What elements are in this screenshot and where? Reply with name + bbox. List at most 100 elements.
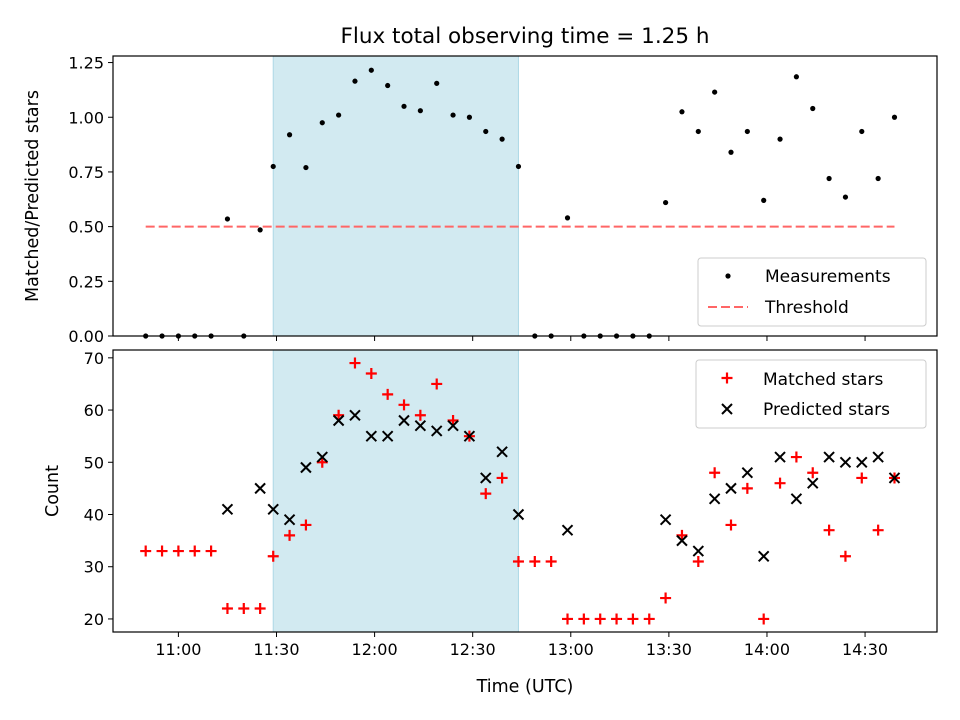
legend-predicted-marker [721,403,733,415]
x-axis-label: Time (UTC) [476,677,574,697]
matched-star-point [611,613,623,625]
predicted-star-point [283,514,296,526]
measurement-point [712,89,718,95]
predicted-star-point [561,524,574,536]
bottom-xtick-label: 13:00 [548,640,594,659]
measurement-point [564,215,571,221]
measurement-point [728,149,734,155]
legend-label-matched: Matched stars [763,370,883,390]
bottom-xtick-label: 11:30 [253,640,299,659]
top-ytick-label: 0.50 [68,218,104,237]
bottom-y-axis-label: Count [43,465,63,517]
top-ytick-label: 1.00 [68,108,104,127]
measurement-point [270,163,276,170]
predicted-star-point [496,446,508,458]
predicted-star-point [839,456,852,468]
measurement-point [466,114,473,120]
predicted-star-point [790,493,803,505]
measurement-point [401,103,407,109]
predicted-star-point [447,420,459,432]
predicted-star-point [267,503,279,515]
matched-star-point [300,519,312,531]
matched-star-point [512,556,524,567]
measurement-point [483,128,489,135]
predicted-star-point [512,508,525,521]
bottom-ytick-label: 20 [84,610,104,629]
matched-star-point [725,519,737,531]
top-legend: Measurements Threshold [697,257,927,327]
top-ytick-label: 1.25 [68,54,104,73]
measurement-point [368,67,374,73]
matched-star-point [496,472,508,484]
matched-star-point [414,409,426,421]
predicted-star-point [692,545,705,557]
predicted-star-point [676,534,688,547]
measurement-point [434,80,440,86]
matched-star-point [431,378,443,390]
bottom-xtick-label: 13:30 [646,640,692,659]
predicted-star-point [254,482,266,495]
bottom-ytick-label: 30 [84,558,104,577]
legend-label-measurements: Measurements [765,267,891,287]
predicted-star-point [823,451,835,463]
matched-star-point [562,613,574,625]
predicted-star-point [365,430,378,442]
legend-matched-marker [721,372,733,384]
bottom-xtick-label: 14:30 [842,640,888,659]
measurement-point [679,109,685,115]
matched-star-point [140,545,152,557]
top-ytick-label: 0.25 [68,272,104,291]
predicted-star-point [398,414,410,427]
matched-star-point [774,477,786,489]
matched-star-point [254,603,266,614]
matched-star-point [692,556,704,567]
legend-label-threshold: Threshold [764,298,849,318]
predicted-star-point [741,467,754,479]
bottom-ticks: 20 30 40 50 60 70 11:00 11:30 12:00 12:30 13:00 13:… [84,349,888,659]
measurement-point [336,112,342,118]
measurement-point [257,227,263,233]
matched-star-point [447,415,459,426]
bottom-xtick-label: 12:00 [352,640,398,659]
matched-star-point [349,357,361,369]
predicted-star-point [659,514,672,526]
measurement-point [286,132,293,138]
bottom-marks [140,357,901,625]
predicted-star-point [300,461,312,474]
matched-star-point [382,388,394,400]
predicted-star-point [463,430,476,442]
matched-star-point [643,613,655,625]
matched-star-point [398,399,410,411]
matched-star-point [578,613,590,625]
measurement-point [695,128,701,135]
measurement-point [761,197,767,203]
matched-star-point [365,368,377,379]
bottom-ytick-label: 60 [84,401,104,420]
matched-star-point [823,524,835,536]
legend-box [695,359,927,429]
predicted-star-point [872,451,884,463]
measurement-point [826,175,832,182]
matched-star-point [545,556,557,567]
bottom-xtick-label: 11:00 [155,640,201,659]
predicted-star-point [480,472,492,484]
predicted-star-point [856,456,868,468]
legend-measurement-marker [725,273,731,279]
matched-star-point [316,456,328,468]
measurement-point [875,175,881,182]
measurement-point [663,199,669,206]
matched-star-point [529,556,541,567]
matched-star-point [741,482,753,494]
predicted-star-point [221,503,234,515]
matched-star-point [480,488,492,500]
matched-star-point [758,613,770,625]
top-y-axis-label: Matched/Predicted stars [23,90,43,302]
matched-star-point [594,613,606,625]
bottom-ytick-label: 70 [84,349,104,368]
predicted-star-point [316,451,328,463]
matched-star-point [807,467,819,479]
legend-label-predicted: Predicted stars [763,400,890,420]
measurement-point [777,136,783,142]
matched-star-point [709,467,721,479]
